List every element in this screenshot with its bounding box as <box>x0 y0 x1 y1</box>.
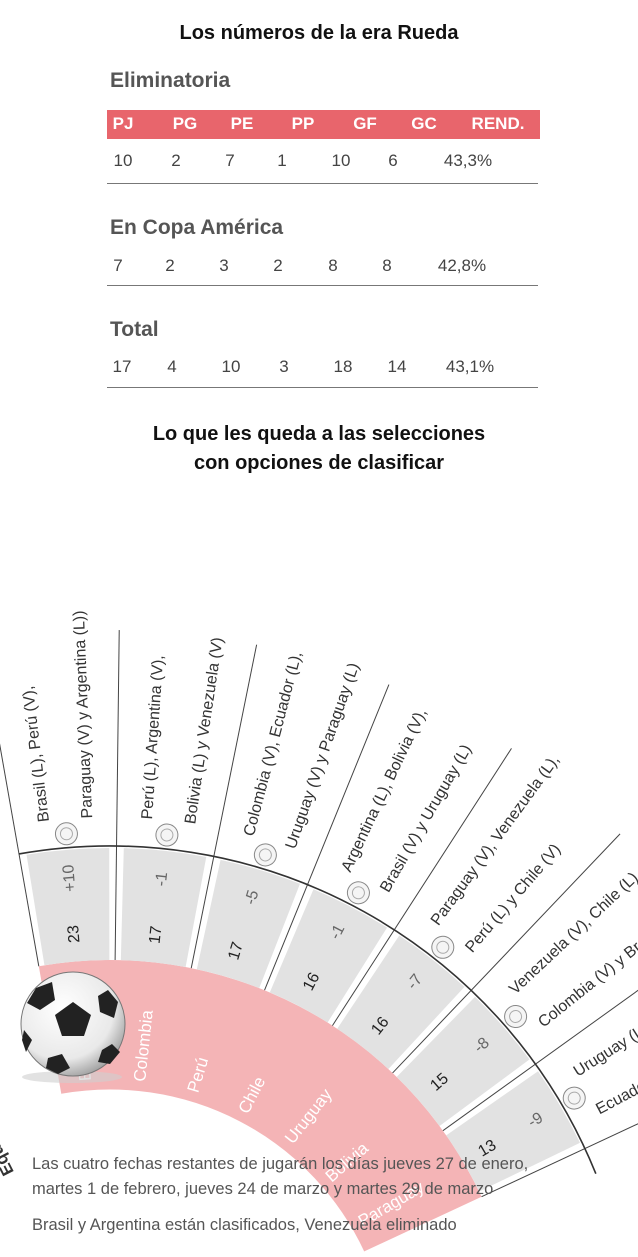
stat-cell: 14 <box>387 357 407 376</box>
footnote-line-3: Brasil y Argentina están clasificados, V… <box>32 1216 457 1234</box>
stat-cell: 10 <box>113 151 133 170</box>
col-header-pp: PP <box>291 114 315 133</box>
col-header-pj: PJ <box>112 114 134 133</box>
team-points: 16 <box>300 970 323 994</box>
stat-cell: 10 <box>221 357 241 376</box>
team-crest-icon <box>253 843 277 867</box>
team-crest-icon <box>346 881 370 905</box>
team-crest-icon <box>155 823 179 847</box>
stat-cell: 43,3% <box>443 151 493 170</box>
section-title-copa-america: En Copa América <box>110 216 284 239</box>
team-goal-diff: -1 <box>153 871 171 887</box>
col-header-pe: PE <box>230 114 254 133</box>
divider <box>107 387 538 388</box>
radial-divider <box>0 743 40 967</box>
section-title-eliminatoria: Eliminatoria <box>110 69 231 92</box>
stat-cell: 17 <box>112 357 132 376</box>
stat-cell: 7 <box>113 256 123 275</box>
team-goal-diff: -5 <box>242 888 262 907</box>
col-header-pg: PG <box>172 114 198 133</box>
footnote-line-1: Las cuatro fechas restantes de jugarán l… <box>32 1155 529 1173</box>
radial-divider <box>442 989 638 1132</box>
team-rivals-line-1: Perú (L), Argentina (V), <box>139 655 167 820</box>
stat-cell: 3 <box>279 357 289 376</box>
stat-cell: 8 <box>382 256 392 275</box>
value-band-segment <box>26 848 110 966</box>
stat-cell: 18 <box>333 357 353 376</box>
stat-cell: 7 <box>225 151 235 170</box>
stat-cell: 42,8% <box>437 256 487 275</box>
team-crest-icon <box>54 822 78 846</box>
value-band-segment <box>120 848 207 968</box>
stats-header: PJ PG PE PP GF GC REND. <box>107 110 540 139</box>
col-header-rend: REND. <box>471 114 525 133</box>
stat-cell: 10 <box>331 151 351 170</box>
section-title-total: Total <box>110 318 159 341</box>
stat-cell: 2 <box>273 256 283 275</box>
divider <box>107 285 538 286</box>
value-band-segment <box>446 1071 580 1192</box>
team-points: 17 <box>225 940 246 962</box>
stat-cell: 2 <box>165 256 175 275</box>
radial-divider <box>392 833 621 1074</box>
team-goal-diff: +10 <box>60 864 79 893</box>
team-crest-icon <box>504 1005 528 1029</box>
fixtures-title-line-1: Lo que les queda a las selecciones <box>152 423 486 445</box>
value-band-segment <box>396 996 530 1127</box>
col-header-gc: GC <box>411 114 437 133</box>
stat-cell: 8 <box>328 256 338 275</box>
stat-cell: 43,1% <box>445 357 495 376</box>
team-points: 13 <box>475 1137 499 1161</box>
footnote-line-2: martes 1 de febrero, jueves 24 de marzo … <box>32 1180 494 1198</box>
value-band-segment <box>337 935 465 1070</box>
value-band-segment <box>269 889 388 1023</box>
stat-cell: 1 <box>277 151 287 170</box>
stat-cell: 6 <box>388 151 398 170</box>
fixtures-title-line-2: con opciones de clasificar <box>193 452 445 474</box>
col-header-gf: GF <box>353 114 377 133</box>
inner-arc <box>61 1089 365 1252</box>
soccer-ball-icon <box>20 971 126 1083</box>
stat-cell: 2 <box>171 151 181 170</box>
header-equipo: Equipo <box>0 1119 18 1179</box>
stat-cell: 4 <box>167 357 177 376</box>
team-crest-icon <box>431 935 455 959</box>
radial-divider <box>481 1123 638 1198</box>
team-points: 23 <box>65 924 83 943</box>
radial-divider <box>190 644 258 969</box>
radial-divider <box>114 630 120 961</box>
team-rivals-line-1: Brasil (L), Perú (V), <box>20 685 53 823</box>
team-goal-diff: -1 <box>327 922 349 943</box>
divider <box>107 183 538 184</box>
team-band <box>38 960 482 1252</box>
stat-cell: 3 <box>219 256 229 275</box>
team-rivals-line-2: Bolivia (L) y Venezuela (V) <box>182 636 226 825</box>
outer-arc <box>18 845 597 1175</box>
radial-divider <box>264 684 390 991</box>
value-band-segment <box>196 859 300 989</box>
radial-divider <box>332 748 512 1026</box>
page-title: Los números de la era Rueda <box>179 22 459 44</box>
team-rivals-line-2: Paraguay (V) y Argentina (L)) <box>71 610 96 819</box>
team-crest-icon <box>562 1086 586 1110</box>
team-points: 17 <box>147 925 166 945</box>
